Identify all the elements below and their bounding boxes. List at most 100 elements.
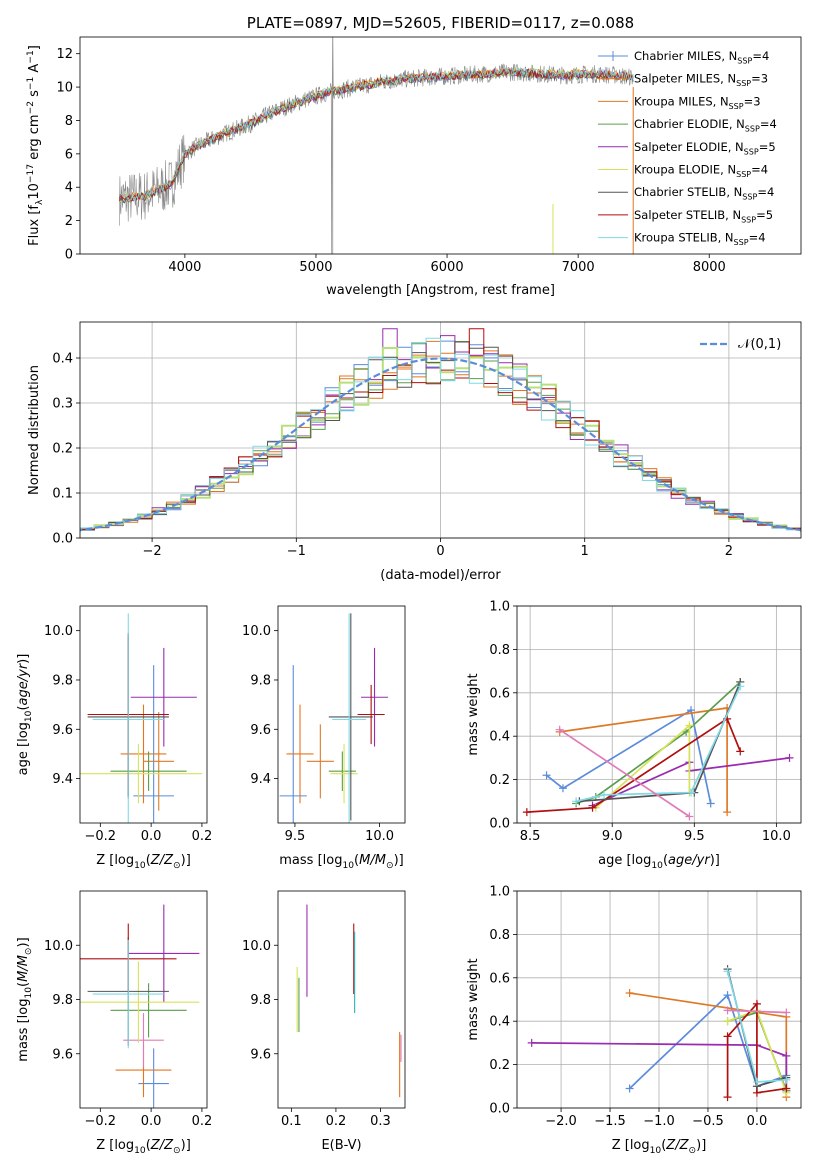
x-axis-label: Z [log10(Z/Z⊙)]	[612, 1138, 707, 1156]
x-tick-label: 2	[725, 544, 733, 559]
label-part: Z [log	[96, 1138, 134, 1153]
y-tick-label: 10.0	[242, 939, 271, 954]
label-part: =5	[756, 208, 773, 222]
x-tick-label: 0	[436, 544, 444, 559]
axes-frame	[516, 890, 802, 1109]
y-tick-label: 0.8	[489, 643, 510, 658]
label-part: =4	[757, 185, 774, 199]
label-part: SSP	[734, 238, 749, 247]
weight-point	[752, 999, 761, 1008]
axes-frame	[516, 605, 802, 824]
axes-frame	[79, 890, 208, 1109]
y-tick-label: 1.0	[489, 885, 510, 900]
label-part: −1	[26, 77, 36, 90]
label-part: mass [log	[16, 999, 31, 1062]
label-part: (	[146, 853, 151, 868]
weight-line-8	[727, 1009, 787, 1014]
label-part: M/M	[359, 853, 386, 868]
y-tick-label: 10.0	[44, 939, 73, 954]
model-spectrum-3	[118, 67, 634, 204]
x-axis-label: mass [log10(M/M⊙)]	[279, 853, 403, 871]
x-tick-label: 0.2	[192, 1114, 213, 1129]
weight-point	[723, 1032, 732, 1041]
y-axis-label: age [log10(age/yr)]	[16, 654, 34, 776]
y-tick-label: 0.8	[489, 928, 510, 943]
x-tick-label: −0.2	[85, 829, 117, 844]
axes-mass-vs-Z: −0.2 0.0 0.29.69.810.0Z [log10(Z/Z⊙)]mass …	[16, 890, 213, 1156]
y-axis-label: mass weight	[466, 958, 481, 1040]
y-tick-label: 9.6	[250, 1047, 271, 1062]
axes-frame	[79, 36, 802, 255]
y-tick-label: 9.8	[250, 993, 271, 1008]
label-part: s	[27, 90, 42, 101]
label-part: ⊙	[689, 1146, 697, 1156]
weight-point	[782, 1008, 791, 1017]
weight-point	[706, 799, 715, 808]
y-tick-label: 0.4	[489, 730, 510, 745]
label-part: (	[663, 853, 668, 868]
label-part: SSP	[736, 79, 751, 88]
label-part: =4	[751, 163, 768, 177]
model-spectrum-2	[118, 67, 634, 201]
label-part: =4	[760, 117, 777, 131]
y-tick-label: 2	[65, 214, 73, 229]
legend-label: Kroupa ELODIE, NSSP=4	[634, 163, 768, 179]
weight-point	[723, 808, 732, 817]
label-part: M/M	[16, 955, 31, 982]
x-tick-label: 0.1	[281, 1114, 302, 1129]
weight-point	[736, 682, 745, 691]
y-tick-label: 9.4	[52, 772, 73, 787]
y-tick-label: 8	[65, 114, 73, 129]
label-part: =4	[752, 49, 769, 63]
label-part: Z [log	[96, 853, 134, 868]
label-part: mass [log	[279, 853, 342, 868]
weight-point	[782, 1084, 791, 1093]
y-tick-label: 0.2	[52, 442, 73, 457]
weight-point	[522, 808, 531, 817]
label-part: erg cm	[27, 114, 42, 163]
plot-area	[522, 677, 794, 821]
label-part: SSP	[745, 125, 760, 134]
label-part: age/yr	[16, 662, 31, 705]
axes-weight-vs-age: 8.5 9.0 9.5 10.0 0.0 0.2 0.4 0.6 0.8 1.0 age [log1…	[466, 600, 802, 871]
label-part: Chabrier MILES, N	[634, 49, 737, 63]
label-part: Z/Z	[150, 1138, 174, 1153]
y-tick-label: 9.6	[250, 723, 271, 738]
weight-point	[687, 788, 696, 797]
axes-age-vs-mass: 9.5 10.0 9.4 9.6 9.8 10.0 mass [log10(M/M⊙)]	[242, 605, 406, 871]
x-tick-label: 0.2	[326, 1114, 347, 1129]
plot-area	[80, 904, 200, 1108]
x-tick-label: 8000	[693, 260, 726, 275]
x-tick-label: −1	[287, 544, 306, 559]
plot-area	[296, 904, 402, 1098]
legend-label: Chabrier MILES, NSSP=4	[634, 49, 769, 65]
y-axis-label: mass weight	[466, 673, 481, 755]
gaussian-curve	[80, 357, 801, 532]
plot-area	[118, 37, 634, 254]
label-part: ]	[27, 45, 42, 50]
observed-spectrum	[119, 37, 634, 254]
label-part: SSP	[741, 215, 756, 224]
legend-label: Kroupa MILES, NSSP=3	[634, 94, 761, 110]
label-part: SSP	[737, 56, 752, 65]
label-part: )]	[181, 1138, 191, 1153]
plot-area	[80, 613, 202, 823]
y-tick-label: 9.4	[250, 772, 271, 787]
x-axis-label: E(B-V)	[321, 1138, 361, 1153]
label-part: −1	[26, 50, 36, 63]
weight-point	[723, 991, 732, 1000]
axes-mass-vs-EBV: 0.1 0.2 0.3 9.6 9.8 10.0 E(B-V)	[242, 890, 406, 1153]
y-tick-label: 0.0	[489, 817, 510, 832]
weight-point	[785, 753, 794, 762]
legend-label: Chabrier STELIB, NSSP=4	[634, 185, 774, 201]
axes-frame	[277, 605, 406, 824]
axes-frame	[277, 890, 406, 1109]
x-tick-label: 7000	[562, 260, 595, 275]
y-tick-label: 9.8	[52, 673, 73, 688]
weight-point	[736, 747, 745, 756]
label-part: Chabrier ELODIE, N	[634, 117, 745, 131]
model-spectrum-7	[118, 67, 634, 202]
label-part: (	[146, 1138, 151, 1153]
label-part: Salpeter ELODIE, N	[634, 140, 744, 154]
label-part: Salpeter MILES, N	[634, 72, 736, 86]
